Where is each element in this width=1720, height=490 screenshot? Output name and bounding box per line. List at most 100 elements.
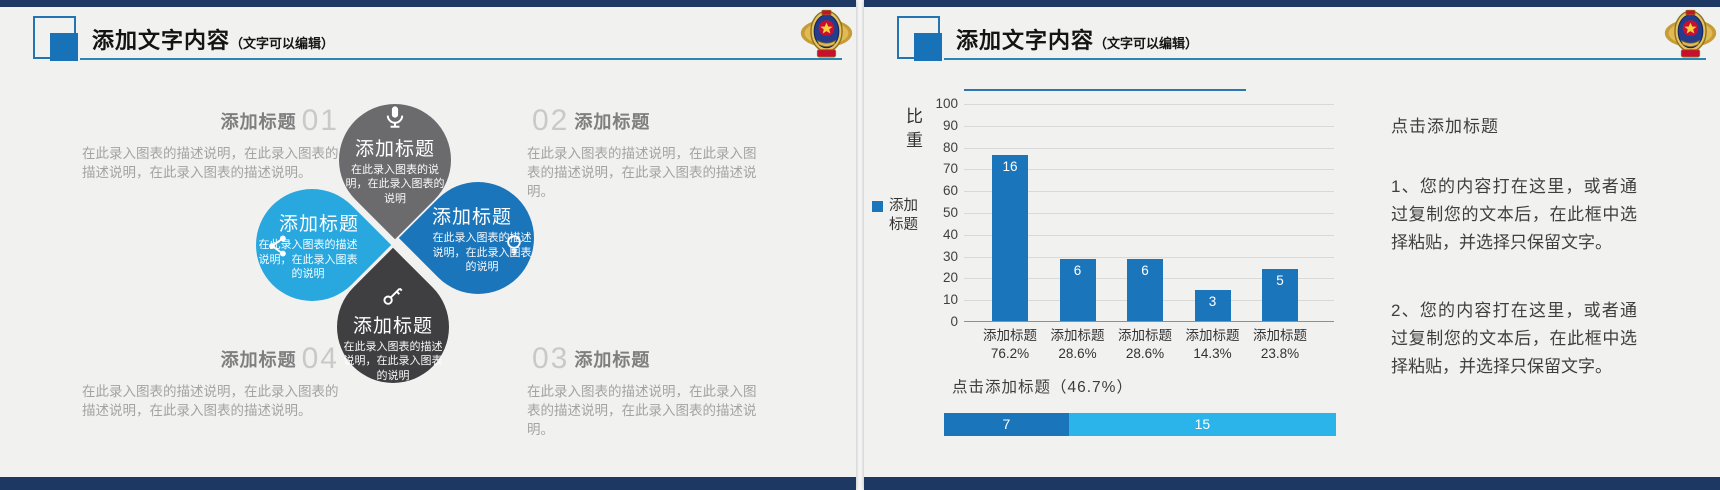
share-icon: [265, 233, 291, 259]
petal-top-title: 添加标题: [354, 138, 435, 160]
y-axis-tick-label: 90: [942, 117, 958, 133]
section-02-number: 02: [532, 104, 570, 137]
petal-left-desc: 在此录入图表的描述说明，在此录入图表的说明: [258, 239, 358, 281]
header-title-text: 添加文字内容: [956, 28, 1095, 53]
microphone-icon: [381, 104, 409, 131]
bar: 3: [1194, 289, 1231, 321]
section-01: 添加标题 01 在此录入图表的描述说明，在此录入图表的描述说明，在此录入图表的描述…: [82, 104, 344, 182]
gridline: [964, 125, 1334, 127]
stacked-bar: 7 15: [944, 413, 1336, 436]
bar: 5: [1262, 269, 1298, 321]
bar-value-label: 5: [1276, 273, 1284, 289]
section-03: 03 添加标题 在此录入图表的描述说明，在此录入图表的描述说明，在此录入图表的描述…: [527, 342, 769, 439]
category-name: 添加标题: [1253, 328, 1307, 343]
lightbulb-icon: [501, 232, 527, 258]
section-01-title: 添加标题: [220, 112, 297, 132]
slide-1[interactable]: 添加文字内容（文字可以编辑） 添加标题 01 在此录入图表的描述说明，在此录入图表…: [0, 0, 856, 490]
gridline: [964, 104, 1334, 105]
petal-right: 添加标题 在此录入图表的描述说明，在此录入图表的说明: [398, 158, 558, 318]
x-axis-category-label: 添加标题 23.8%: [1242, 327, 1318, 363]
slide1-bottom-strip: [0, 477, 856, 490]
x-axis-category-label: 添加标题 76.2%: [972, 327, 1048, 363]
slide2-bottom-strip: [864, 477, 1720, 490]
header-square-solid-icon: [50, 33, 78, 61]
category-name: 添加标题: [1185, 328, 1240, 343]
section-02-title: 添加标题: [574, 112, 651, 132]
section-02-desc: 在此录入图表的描述说明，在此录入图表的描述说明，在此录入图表的描述说明。: [527, 146, 757, 199]
chart-legend: 添加标题: [872, 197, 948, 235]
section-01-number: 01: [301, 104, 339, 137]
bar-value-label: 6: [1073, 262, 1082, 278]
section-04-number: 04: [301, 342, 339, 375]
text-panel-heading: 点击添加标题: [1391, 117, 1499, 136]
category-percent: 76.2%: [990, 346, 1030, 361]
y-axis-tick-label: 20: [942, 270, 958, 286]
category-name: 添加标题: [983, 328, 1037, 343]
category-percent: 14.3%: [1193, 346, 1232, 361]
section-03-desc: 在此录入图表的描述说明，在此录入图表的描述说明，在此录入图表的描述说明。: [527, 384, 757, 437]
bar: 6: [1127, 258, 1163, 321]
category-percent: 28.6%: [1125, 346, 1165, 361]
slide2-top-strip: [864, 0, 1720, 7]
category-percent: 23.8%: [1260, 346, 1300, 361]
y-axis-tick-label: 70: [942, 161, 958, 177]
bar-value-label: 3: [1208, 293, 1217, 309]
legend-swatch: [872, 201, 883, 212]
chart-y-axis-label: 比重: [903, 107, 922, 155]
y-axis-tick-label: 40: [942, 226, 958, 242]
petal-left: 添加标题 在此录入图表的描述说明，在此录入图表的说明: [232, 165, 392, 325]
bar: 16: [992, 154, 1028, 321]
category-name: 添加标题: [1050, 328, 1105, 343]
text-panel: 点击添加标题 1、您的内容打在这里，或者通过复制您的文本后，在此框中选择粘贴，并…: [1391, 104, 1637, 381]
section-04-desc: 在此录入图表的描述说明，在此录入图表的描述说明，在此录入图表的描述说明。: [82, 384, 339, 418]
bar-chart-plot: 0 10 20 30 40 50 60 70 80 90 100 16 添加标题 76.2% 6 添加标题 28…: [935, 96, 1334, 361]
header-underline: [80, 58, 842, 60]
header-subtitle-text: （文字可以编辑）: [1094, 36, 1199, 51]
y-axis-tick-label: 30: [942, 248, 958, 264]
y-axis-tick-label: 60: [942, 183, 958, 199]
gridline: [964, 147, 1334, 149]
x-axis-category-label: 添加标题 28.6%: [1107, 327, 1183, 363]
section-04: 添加标题 04 在此录入图表的描述说明，在此录入图表的描述说明，在此录入图表的描述…: [82, 342, 344, 420]
category-name: 添加标题: [1118, 328, 1172, 343]
legend-label: 添加标题: [889, 198, 918, 233]
gridline: [964, 213, 1334, 214]
petal-bottom-title: 添加标题: [352, 315, 433, 337]
x-axis-line: [964, 321, 1334, 322]
petal-bottom-desc: 在此录入图表的描述说明，在此录入图表的说明: [343, 340, 443, 382]
header-square-solid-icon: [914, 33, 942, 61]
y-axis-tick-label: 100: [935, 96, 958, 111]
section-03-number: 03: [532, 342, 570, 375]
header-underline: [944, 58, 1706, 60]
slide-2[interactable]: 添加文字内容（文字可以编辑） 比重 添加标题 0 10 20 30 40 50 60 70 80…: [864, 0, 1720, 490]
police-badge-emblem-icon: [1663, 5, 1718, 65]
y-axis-tick-label: 80: [942, 139, 958, 155]
petal-left-title: 添加标题: [278, 214, 359, 236]
petal-top-desc: 在此录入图表的说明，在此录入图表的说明: [345, 163, 445, 205]
stacked-segment: 7: [944, 413, 1069, 436]
text-panel-paragraph-2: 2、您的内容打在这里，或者通过复制您的文本后，在此框中选择粘贴，并选择只保留文字…: [1391, 301, 1637, 376]
bar: 6: [1059, 258, 1096, 321]
section-04-title: 添加标题: [220, 350, 297, 370]
stacked-segment: 15: [1068, 413, 1336, 436]
header-subtitle-text: （文字可以编辑）: [230, 36, 335, 51]
y-axis-tick-label: 10: [942, 292, 958, 308]
gridline: [964, 191, 1334, 193]
slide1-header-title: 添加文字内容（文字可以编辑）: [92, 23, 334, 55]
x-axis-category-label: 添加标题 28.6%: [1040, 327, 1116, 363]
petal-right-desc: 在此录入图表的描述说明，在此录入图表的说明: [432, 232, 532, 274]
gridline: [964, 234, 1334, 236]
y-axis-tick-label: 50: [942, 205, 958, 220]
key-icon: [379, 283, 407, 308]
header-title-text: 添加文字内容: [92, 28, 231, 53]
text-panel-paragraph-1: 1、您的内容打在这里，或者通过复制您的文本后，在此框中选择粘贴，并选择只保留文字…: [1391, 177, 1637, 252]
section-03-title: 添加标题: [574, 350, 651, 370]
gridline: [964, 169, 1334, 171]
y-axis-tick-label: 0: [950, 314, 958, 329]
stacked-bar-title: 点击添加标题（46.7%）: [952, 379, 1133, 396]
police-badge-emblem-icon: [799, 5, 854, 65]
slide2-header-title: 添加文字内容（文字可以编辑）: [956, 23, 1198, 55]
petal-bottom: 添加标题 在此录入图表的描述说明，在此录入图表的说明: [313, 247, 473, 407]
petal-right-title: 添加标题: [431, 207, 512, 229]
